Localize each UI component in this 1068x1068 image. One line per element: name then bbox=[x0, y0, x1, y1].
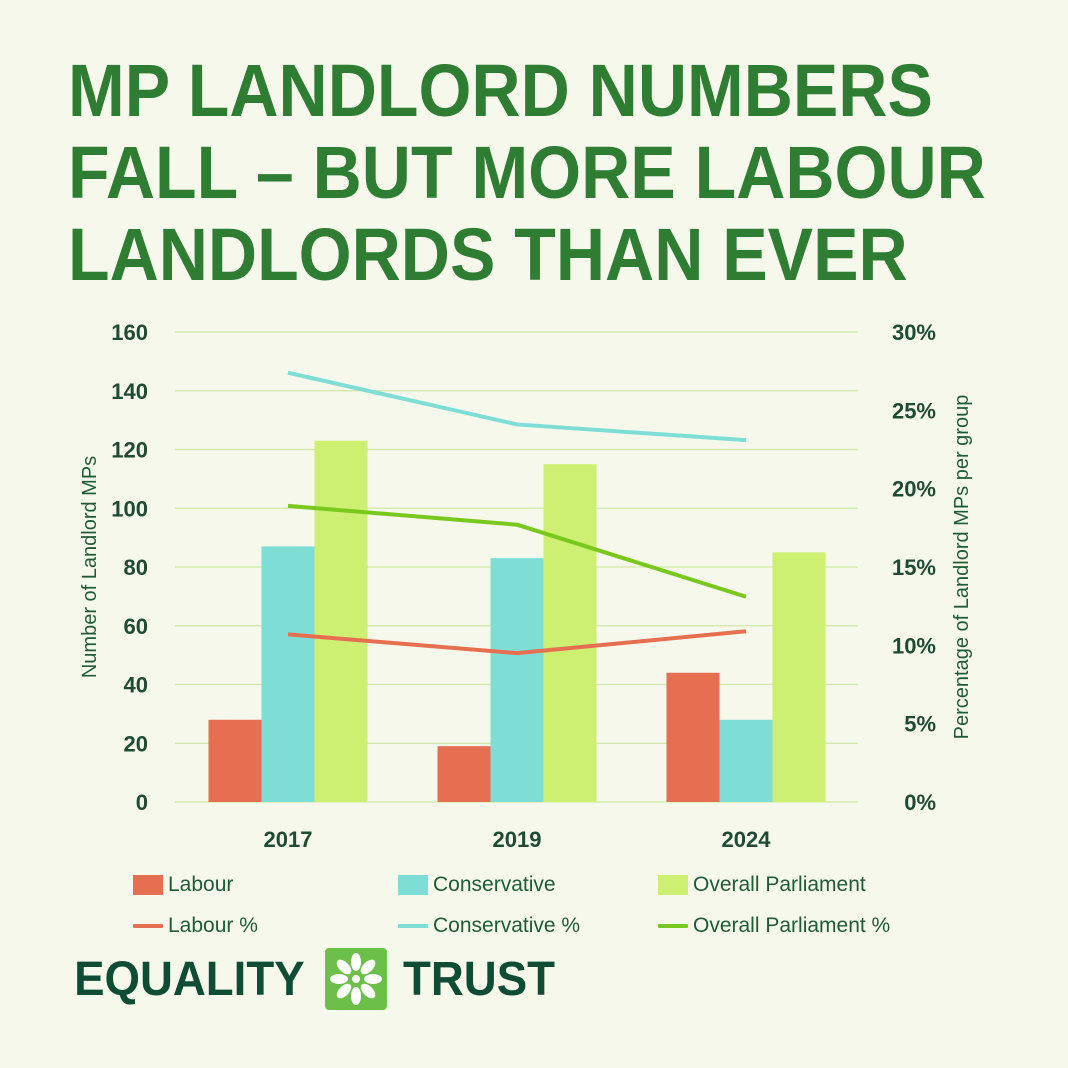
y-axis-label: Number of Landlord MPs bbox=[79, 456, 101, 678]
asterisk-flower-icon bbox=[324, 948, 387, 1010]
legend-line-swatch bbox=[133, 924, 163, 928]
y2-tick-label: 30% bbox=[892, 320, 936, 345]
y2-tick-label: 15% bbox=[892, 555, 936, 580]
bar-conservative-2017 bbox=[261, 546, 315, 802]
line-conservative-pct bbox=[287, 370, 747, 443]
title-line-1: MP LANDLORD NUMBERS bbox=[68, 49, 933, 132]
legend-item: Overall Parliament % bbox=[658, 914, 890, 938]
legend-line-swatch bbox=[658, 924, 688, 928]
y2-tick-label: 10% bbox=[892, 633, 936, 658]
title-line-3: LANDLORDS THAN EVER bbox=[68, 213, 908, 296]
y-tick-label: 20 bbox=[124, 731, 148, 756]
y-tick-label: 60 bbox=[124, 614, 148, 639]
legend-label: Labour bbox=[168, 873, 234, 896]
y-tick-label: 80 bbox=[124, 555, 148, 580]
legend-item: Conservative bbox=[398, 873, 556, 897]
legend-item: Overall Parliament bbox=[658, 873, 866, 897]
legend-label: Overall Parliament bbox=[693, 873, 866, 896]
y-tick-label: 40 bbox=[124, 673, 148, 698]
bar-labour-2017 bbox=[208, 719, 262, 802]
legend-bar-swatch bbox=[398, 875, 428, 895]
bar-overall-parliament-2019 bbox=[543, 464, 597, 802]
bar-labour-2019 bbox=[437, 746, 491, 802]
y-tick-label: 0 bbox=[136, 790, 148, 815]
x-tick-label: 2024 bbox=[722, 827, 772, 852]
bar-conservative-2019 bbox=[490, 558, 544, 802]
line-overall-parliament-pct bbox=[287, 503, 747, 599]
legend-label: Conservative % bbox=[433, 914, 581, 937]
legend-line-swatch bbox=[398, 924, 428, 928]
brand-logo: EQUALITY TRUST bbox=[68, 948, 559, 1010]
y2-axis-label: Percentage of Landlord MPs per group bbox=[951, 395, 973, 740]
legend-label: Conservative bbox=[433, 873, 556, 896]
y-tick-label: 160 bbox=[111, 320, 148, 345]
y-tick-label: 120 bbox=[111, 438, 148, 463]
chart-title: MP LANDLORD NUMBERS FALL – BUT MORE LABO… bbox=[68, 49, 986, 296]
legend-label: Overall Parliament % bbox=[693, 914, 891, 937]
y2-tick-label: 0% bbox=[904, 790, 936, 815]
line-labour-pct bbox=[287, 629, 747, 656]
legend-bar-swatch bbox=[658, 875, 688, 895]
y2-tick-label: 25% bbox=[892, 398, 936, 423]
brand-word-right: TRUST bbox=[402, 952, 555, 1006]
title-line-2: FALL – BUT MORE LABOUR bbox=[68, 131, 986, 214]
legend-bar-swatch bbox=[133, 875, 163, 895]
x-tick-label: 2019 bbox=[493, 827, 542, 852]
y-tick-label: 100 bbox=[111, 496, 148, 521]
legend-label: Labour % bbox=[168, 914, 258, 937]
y-tick-label: 140 bbox=[111, 379, 148, 404]
brand-word-left: EQUALITY bbox=[74, 952, 305, 1006]
bar-conservative-2024 bbox=[719, 719, 773, 802]
bar-overall-parliament-2024 bbox=[772, 552, 826, 802]
legend-item: Labour % bbox=[133, 914, 258, 938]
bar-labour-2024 bbox=[666, 672, 720, 802]
x-tick-label: 2017 bbox=[264, 827, 313, 852]
legend-item: Labour bbox=[133, 873, 233, 897]
y2-tick-label: 5% bbox=[904, 712, 936, 737]
y2-tick-label: 20% bbox=[892, 477, 936, 502]
legend-item: Conservative % bbox=[398, 914, 580, 938]
bar-overall-parliament-2017 bbox=[314, 440, 368, 802]
